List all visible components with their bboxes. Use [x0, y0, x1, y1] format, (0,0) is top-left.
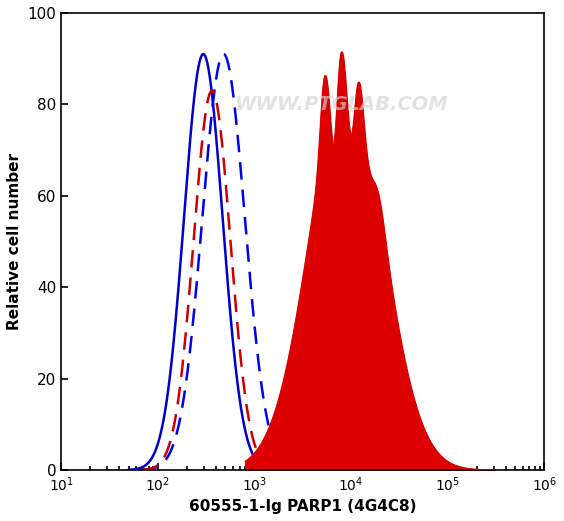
Y-axis label: Relative cell number: Relative cell number — [7, 153, 22, 330]
X-axis label: 60555-1-Ig PARP1 (4G4C8): 60555-1-Ig PARP1 (4G4C8) — [189, 499, 417, 514]
Text: WWW.PTGLAB.COM: WWW.PTGLAB.COM — [235, 95, 448, 114]
